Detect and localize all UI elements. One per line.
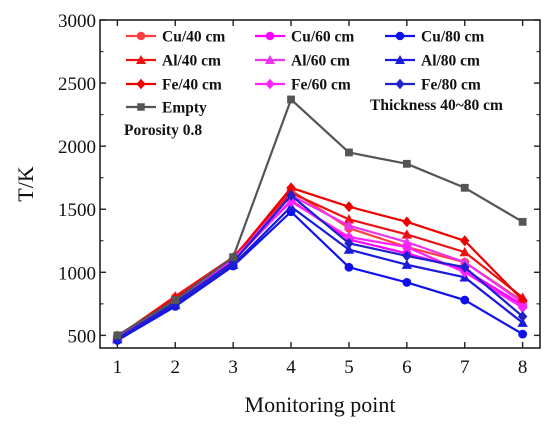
data-point	[402, 241, 412, 253]
data-point	[343, 220, 355, 230]
legend-entry: Al/80 cm	[385, 53, 480, 70]
legend-marker	[265, 78, 275, 90]
legend-label: Fe/60 cm	[291, 77, 351, 94]
series-line	[116, 98, 524, 337]
data-point	[402, 216, 412, 228]
legend-marker	[265, 31, 275, 41]
data-point	[344, 231, 354, 243]
data-point	[344, 201, 354, 213]
legend-marker	[136, 78, 146, 90]
data-point	[517, 294, 528, 306]
data-point	[401, 236, 413, 247]
legend-marker	[395, 78, 405, 90]
data-point	[460, 295, 470, 305]
data-point	[287, 95, 295, 104]
data-point	[343, 244, 355, 254]
data-point	[460, 261, 470, 273]
data-point	[459, 257, 470, 267]
data-point	[286, 189, 296, 201]
legend-entry: Fe/60 cm	[255, 77, 351, 94]
legend-marker	[395, 55, 405, 64]
data-point	[113, 331, 122, 340]
legend-label: Empty	[162, 100, 207, 117]
data-point	[402, 277, 412, 287]
data-point	[286, 196, 296, 208]
data-point	[401, 229, 413, 239]
legend-entry: Fe/40 cm	[126, 77, 222, 94]
series-fe-80-cm	[112, 189, 528, 344]
y-tick-label: 3000	[58, 11, 96, 32]
plot-frame	[99, 19, 541, 349]
series-empty	[113, 95, 527, 340]
legend-marker	[137, 103, 145, 111]
thickness-note: Thickness 40~80 cm	[370, 97, 503, 114]
data-point	[517, 311, 528, 322]
x-tick-label: 8	[518, 357, 528, 378]
y-tick-label: 2500	[58, 74, 96, 95]
legend-entry: Empty	[126, 100, 207, 117]
x-tick-label: 4	[286, 357, 296, 378]
data-point	[171, 296, 180, 304]
y-tick-label: 1500	[58, 200, 96, 221]
legend-entry: Cu/80 cm	[385, 29, 484, 46]
data-point	[459, 246, 470, 257]
legend-label: Al/80 cm	[421, 53, 480, 70]
x-tick-label: 7	[460, 357, 470, 378]
x-tick-label: 1	[113, 357, 123, 378]
data-point	[460, 183, 469, 192]
x-tick-label: 5	[344, 357, 354, 378]
data-point	[229, 253, 238, 262]
data-point	[402, 250, 412, 262]
data-point	[344, 262, 354, 272]
legend-entry: Cu/60 cm	[255, 29, 354, 46]
y-axis-title: T/K	[13, 166, 38, 202]
data-point	[518, 329, 528, 339]
legend-marker	[395, 31, 405, 41]
data-point	[518, 217, 527, 226]
x-tick-label: 2	[171, 357, 181, 378]
data-point	[344, 237, 354, 249]
legend-marker	[136, 55, 146, 64]
y-tick-label: 500	[68, 326, 97, 347]
legend-label: Fe/80 cm	[421, 77, 481, 94]
legend-marker	[136, 31, 146, 41]
x-tick-label: 6	[402, 357, 412, 378]
y-tick-label: 1000	[58, 263, 96, 284]
data-point	[343, 214, 355, 224]
legend-entry: Al/60 cm	[255, 53, 350, 70]
legend-label: Cu/60 cm	[291, 29, 354, 46]
series-line	[116, 191, 524, 338]
data-point	[345, 148, 353, 157]
legend-label: Al/60 cm	[291, 53, 350, 70]
legend-entry: Cu/40 cm	[126, 29, 225, 46]
x-tick-label: 3	[228, 357, 238, 378]
legend-entry: Al/40 cm	[126, 53, 221, 70]
porosity-note: Porosity 0.8	[124, 122, 202, 139]
data-point	[401, 259, 413, 269]
x-axis-title: Monitoring point	[245, 392, 396, 417]
data-point	[402, 159, 411, 168]
series-line	[116, 205, 524, 341]
legend-label: Cu/80 cm	[421, 29, 484, 46]
data-point	[517, 302, 528, 314]
legend-label: Al/40 cm	[162, 53, 221, 70]
legend-label: Fe/40 cm	[162, 77, 222, 94]
y-tick-label: 2000	[58, 137, 96, 158]
data-point	[517, 317, 528, 327]
legend-entry: Fe/80 cm	[385, 77, 481, 94]
legend-marker	[265, 55, 275, 64]
series-line	[116, 194, 524, 340]
data-point	[286, 182, 296, 194]
data-point	[460, 235, 470, 247]
legend-label: Cu/40 cm	[162, 29, 225, 46]
